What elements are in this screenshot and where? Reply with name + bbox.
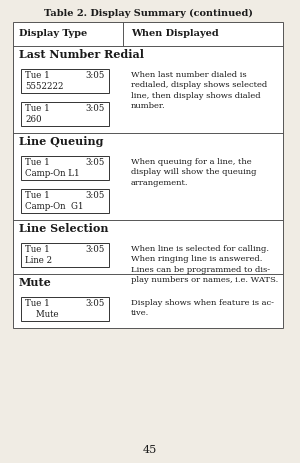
Text: Camp-On  G1: Camp-On G1 [25, 202, 83, 211]
Text: 260: 260 [25, 115, 42, 124]
Text: 3:05: 3:05 [85, 191, 105, 200]
Text: Tue 1: Tue 1 [25, 191, 50, 200]
Text: Table 2. Display Summary (continued): Table 2. Display Summary (continued) [44, 8, 252, 18]
Bar [21, 243, 109, 267]
Text: 3:05: 3:05 [85, 104, 105, 113]
Text: Line Selection: Line Selection [19, 223, 109, 234]
Text: Tue 1: Tue 1 [25, 299, 50, 308]
Text: Display Type: Display Type [19, 30, 87, 38]
Bar [21, 102, 109, 126]
Bar [13, 22, 283, 328]
Text: Mute: Mute [25, 310, 58, 319]
Text: Last Number Redial: Last Number Redial [19, 49, 144, 60]
Text: Camp-On L1: Camp-On L1 [25, 169, 80, 178]
Text: 5552222: 5552222 [25, 82, 64, 91]
Bar [21, 69, 109, 93]
Bar [21, 156, 109, 180]
Text: Tue 1: Tue 1 [25, 158, 50, 167]
Text: 3:05: 3:05 [85, 71, 105, 80]
Text: 3:05: 3:05 [85, 299, 105, 308]
Text: When Displayed: When Displayed [131, 30, 219, 38]
Text: When line is selected for calling.
When ringing line is answered.
Lines can be p: When line is selected for calling. When … [131, 245, 278, 284]
Text: 3:05: 3:05 [85, 245, 105, 254]
Text: 45: 45 [143, 445, 157, 455]
Text: Tue 1: Tue 1 [25, 104, 50, 113]
Text: Tue 1: Tue 1 [25, 245, 50, 254]
Text: When queuing for a line, the
display will show the queuing
arrangement.: When queuing for a line, the display wil… [131, 158, 256, 187]
Text: Tue 1: Tue 1 [25, 71, 50, 80]
Text: Line 2: Line 2 [25, 256, 52, 265]
Text: Line Queuing: Line Queuing [19, 136, 104, 147]
Bar [21, 297, 109, 321]
Bar [21, 189, 109, 213]
Text: When last number dialed is
redialed, display shows selected
line, then display s: When last number dialed is redialed, dis… [131, 71, 267, 110]
Text: Display shows when feature is ac-
tive.: Display shows when feature is ac- tive. [131, 299, 274, 318]
Text: Mute: Mute [19, 277, 52, 288]
Text: 3:05: 3:05 [85, 158, 105, 167]
